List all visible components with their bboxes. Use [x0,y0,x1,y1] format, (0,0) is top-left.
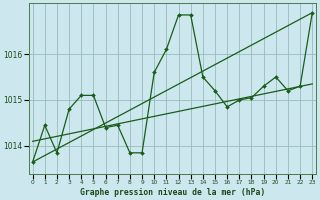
X-axis label: Graphe pression niveau de la mer (hPa): Graphe pression niveau de la mer (hPa) [80,188,265,197]
